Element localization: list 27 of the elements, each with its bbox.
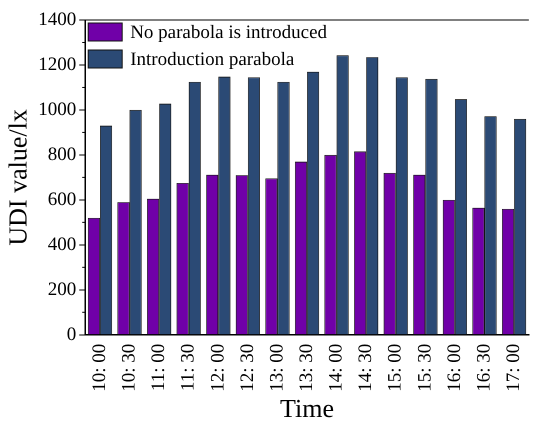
y-tick-label: 1400 — [38, 8, 76, 30]
x-tick-label: 10: 30 — [118, 344, 140, 392]
x-tick-label: 12: 30 — [236, 344, 258, 392]
x-tick-label: 11: 00 — [148, 344, 170, 392]
x-tick-label: 13: 00 — [266, 344, 288, 392]
x-tick-label: 16: 30 — [473, 344, 494, 392]
x-tick-label: 11: 30 — [178, 344, 199, 392]
x-axis-title: Time — [280, 394, 334, 424]
x-tick-label: 13: 30 — [296, 344, 318, 392]
x-tick-label: 15: 30 — [414, 344, 436, 392]
legend-label: Introduction parabola — [130, 48, 295, 70]
x-tick-label: 12: 00 — [207, 344, 228, 392]
x-tick-label: 15: 00 — [384, 344, 406, 392]
legend-label: No parabola is introduced — [130, 22, 328, 43]
y-tick-label: 600 — [48, 188, 76, 210]
x-tick-label: 14: 30 — [355, 344, 376, 392]
y-tick-label: 200 — [48, 278, 76, 300]
y-tick-label: 800 — [48, 144, 76, 165]
y-tick-label: 1000 — [38, 98, 76, 120]
y-tick-label: 400 — [48, 234, 76, 255]
y-tick-label: 0 — [66, 324, 76, 345]
x-tick-label: 17: 00 — [503, 344, 524, 392]
x-tick-label: 16: 00 — [444, 344, 465, 392]
y-tick-label: 1200 — [38, 54, 76, 75]
y-axis-title: UDI value/lx — [3, 109, 32, 246]
x-tick-label: 14: 00 — [326, 344, 347, 392]
x-tick-label: 10: 00 — [88, 344, 110, 392]
